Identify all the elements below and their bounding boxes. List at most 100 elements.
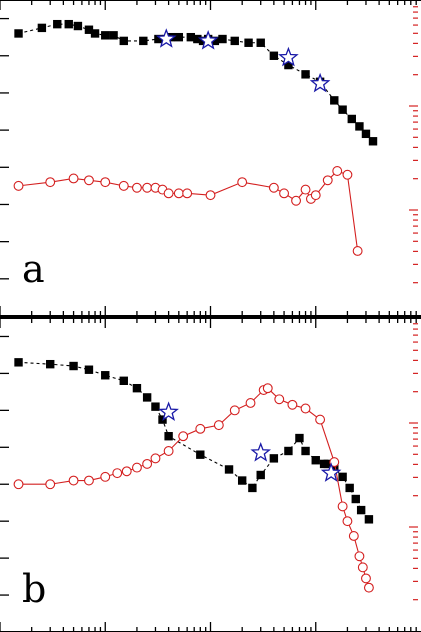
data-point-star	[320, 462, 342, 482]
data-point-square	[224, 465, 234, 474]
data-point-square	[269, 454, 279, 463]
data-point-square	[355, 122, 364, 131]
data-point-circle	[121, 466, 132, 477]
data-point-square	[301, 446, 310, 456]
data-point-star	[309, 72, 331, 93]
data-point-circle	[329, 457, 340, 468]
data-point-square	[84, 365, 94, 374]
data-point-star	[158, 401, 179, 421]
data-point-circle	[178, 431, 189, 442]
data-point-circle	[68, 475, 79, 486]
series-line	[18, 361, 370, 520]
series-line	[18, 170, 359, 252]
data-point-star	[250, 441, 272, 462]
data-point-circle	[315, 414, 326, 425]
data-point-circle	[237, 177, 248, 188]
data-point-circle	[363, 582, 374, 593]
data-point-circle	[337, 501, 348, 512]
data-point-square	[139, 36, 148, 46]
data-point-circle	[310, 190, 321, 201]
data-point-square	[132, 383, 142, 393]
data-point-circle	[287, 399, 298, 410]
data-point-circle	[83, 475, 94, 486]
data-point-circle	[163, 188, 174, 199]
panel-b	[0, 317, 421, 632]
data-point-square	[338, 105, 347, 114]
data-point-square	[256, 470, 265, 480]
data-point-circle	[131, 182, 142, 193]
data-point-square	[248, 483, 257, 493]
data-point-circle	[118, 180, 129, 191]
data-point-circle	[332, 166, 343, 176]
data-point-square	[284, 446, 293, 456]
data-point-square	[356, 505, 366, 515]
data-point-circle	[195, 423, 206, 434]
data-point-star	[197, 30, 219, 50]
data-point-square	[323, 459, 332, 469]
data-point-square	[311, 456, 320, 465]
data-point-circle	[262, 383, 273, 394]
data-point-circle	[354, 551, 365, 562]
data-point-square	[210, 36, 220, 46]
data-point-square	[73, 21, 83, 31]
data-point-circle	[229, 405, 240, 416]
data-point-square	[158, 415, 167, 424]
data-point-square	[186, 32, 196, 42]
data-point-circle	[112, 468, 123, 479]
panel-a	[0, 0, 421, 317]
data-point-circle	[357, 562, 368, 573]
data-point-square	[218, 34, 227, 44]
data-point-circle	[45, 479, 56, 490]
data-point-square	[37, 23, 47, 33]
data-point-circle	[342, 516, 353, 527]
data-point-circle	[342, 169, 353, 180]
data-point-square	[196, 450, 205, 459]
data-point-circle	[213, 420, 224, 431]
data-point-square	[154, 34, 163, 44]
data-point-circle	[300, 184, 311, 195]
data-point-square	[119, 376, 128, 385]
data-point-circle	[100, 177, 111, 188]
data-point-circle	[142, 182, 153, 193]
data-point-circle	[182, 188, 193, 199]
data-point-square	[90, 29, 100, 38]
data-point-square	[347, 114, 356, 124]
panel-a-label: a	[22, 247, 45, 291]
data-point-circle	[352, 245, 363, 256]
data-point-circle	[245, 398, 256, 408]
data-point-square	[151, 402, 160, 411]
data-point-circle	[348, 531, 359, 541]
data-point-square	[330, 96, 339, 105]
data-point-square	[295, 433, 304, 443]
data-point-circle	[173, 188, 184, 199]
data-point-square	[84, 25, 94, 34]
data-point-circle	[361, 573, 371, 584]
data-point-circle	[300, 403, 311, 414]
data-point-circle	[279, 188, 290, 199]
data-point-square	[364, 515, 374, 524]
data-point-square	[284, 60, 293, 70]
data-point-square	[53, 19, 62, 29]
data-point-circle	[45, 177, 56, 188]
data-point-circle	[291, 195, 302, 206]
data-point-circle	[68, 173, 79, 184]
data-point-square	[230, 36, 239, 46]
data-point-square	[101, 31, 110, 40]
data-point-square	[119, 36, 128, 46]
data-point-circle	[131, 462, 142, 473]
data-point-square	[345, 483, 354, 493]
data-point-square	[237, 476, 247, 485]
data-point-square	[361, 129, 371, 139]
data-point-circle	[150, 453, 161, 464]
data-point-circle	[83, 175, 94, 186]
data-point-circle	[13, 180, 24, 191]
data-point-square	[338, 472, 347, 482]
data-point-circle	[268, 182, 279, 193]
data-point-circle	[274, 394, 285, 405]
data-point-square	[244, 38, 253, 47]
data-point-circle	[100, 471, 111, 482]
data-point-star	[155, 28, 177, 48]
data-point-square	[193, 34, 202, 44]
data-point-circle	[163, 446, 174, 456]
